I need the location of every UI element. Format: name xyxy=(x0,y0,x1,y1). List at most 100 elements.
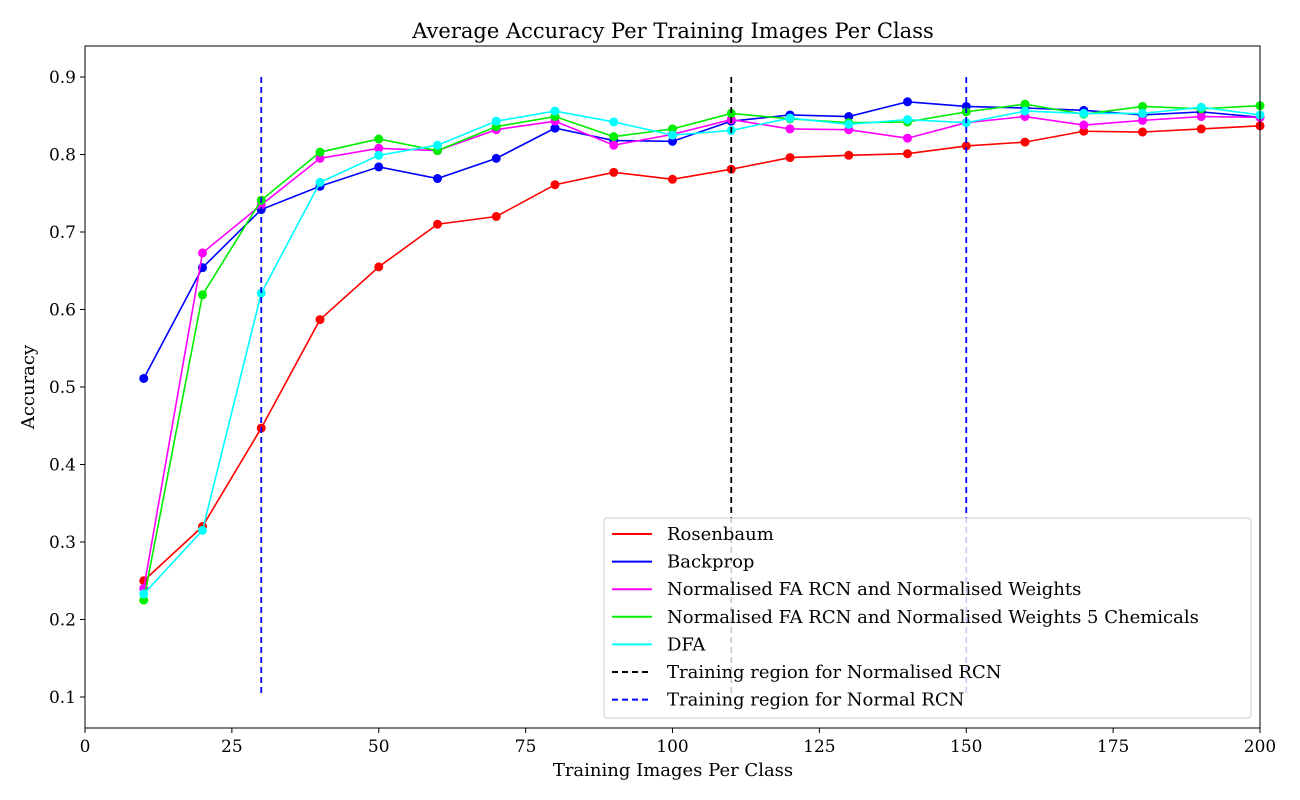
x-tick-label: 0 xyxy=(80,737,91,757)
data-point xyxy=(550,180,560,190)
legend-label: Training region for Normal RCN xyxy=(667,690,964,711)
data-point xyxy=(1079,126,1089,136)
data-point xyxy=(1079,108,1089,118)
x-tick-label: 50 xyxy=(368,737,390,757)
data-point xyxy=(374,262,384,272)
x-tick-label: 75 xyxy=(515,737,537,757)
legend-entry: DFA xyxy=(612,634,706,655)
data-point xyxy=(726,108,736,118)
legend-entry: Normalised FA RCN and Normalised Weights xyxy=(612,579,1081,600)
data-point xyxy=(1020,106,1030,116)
y-axis-label: Accuracy xyxy=(18,344,39,430)
data-point xyxy=(550,123,560,133)
x-tick-label: 25 xyxy=(221,737,243,757)
data-point xyxy=(785,153,795,163)
data-point xyxy=(374,143,384,153)
data-point xyxy=(668,136,677,146)
data-point xyxy=(198,248,207,258)
series-line xyxy=(143,125,1261,582)
data-point xyxy=(1196,124,1206,134)
data-point xyxy=(433,174,442,184)
data-point xyxy=(609,117,619,127)
data-point xyxy=(1138,115,1147,125)
data-point xyxy=(609,167,619,177)
legend: Rosenbaum Backprop Normalised FA RCN and N… xyxy=(603,517,1252,719)
data-point xyxy=(1138,108,1147,118)
x-tick-label: 150 xyxy=(950,737,982,757)
data-point xyxy=(1020,137,1030,147)
data-point xyxy=(315,177,325,187)
data-point xyxy=(491,212,501,221)
data-point xyxy=(198,290,207,300)
data-point xyxy=(1138,127,1147,137)
data-point xyxy=(139,595,149,605)
chart-title: Average Accuracy Per Training Images Per… xyxy=(411,19,934,43)
x-tick-label: 100 xyxy=(656,737,688,757)
legend-entry: Training region for Normal RCN xyxy=(612,690,964,711)
data-point xyxy=(374,150,384,160)
data-point xyxy=(903,97,912,107)
data-point xyxy=(903,115,912,125)
legend-label: DFA xyxy=(667,634,706,655)
data-point xyxy=(550,106,560,116)
series-1 xyxy=(139,121,1265,586)
y-axis: 0.1 0.2 0.3 0.4 0.5 0.6 0.7 0.8 0.9 xyxy=(49,68,85,708)
data-point xyxy=(433,219,442,229)
data-point xyxy=(198,525,207,535)
data-point xyxy=(433,140,442,150)
data-point xyxy=(315,147,325,157)
data-point xyxy=(844,150,854,160)
data-point xyxy=(609,140,619,150)
y-tick-label: 0.3 xyxy=(49,533,76,553)
data-point xyxy=(785,113,795,123)
data-point xyxy=(844,112,854,122)
data-point xyxy=(844,119,854,129)
series-line xyxy=(143,100,1261,379)
data-point xyxy=(491,116,501,126)
x-tick-label: 175 xyxy=(1097,737,1129,757)
series-line xyxy=(142,115,1261,589)
x-tick-label: 200 xyxy=(1244,737,1276,757)
legend-entry: Backprop xyxy=(612,552,754,573)
legend-label: Normalised FA RCN and Normalised Weights… xyxy=(667,607,1199,628)
legend-label: Backprop xyxy=(667,552,754,573)
y-tick-label: 0.7 xyxy=(49,223,76,243)
data-point xyxy=(1196,102,1206,112)
y-tick-label: 0.4 xyxy=(49,456,76,476)
y-tick-label: 0.2 xyxy=(49,611,76,631)
data-point xyxy=(668,124,677,134)
data-point xyxy=(668,174,677,184)
y-tick-label: 0.5 xyxy=(49,378,76,398)
x-axis-label: Training Images Per Class xyxy=(553,760,793,781)
y-tick-label: 0.9 xyxy=(49,68,76,88)
data-point xyxy=(139,589,149,599)
data-point xyxy=(1079,120,1089,130)
data-point xyxy=(374,162,384,172)
data-point xyxy=(256,288,266,298)
data-point xyxy=(315,153,325,163)
legend-box xyxy=(603,517,1252,719)
series-5 xyxy=(139,102,1265,599)
data-point xyxy=(374,134,384,144)
series-line xyxy=(143,106,1261,595)
data-point xyxy=(139,373,149,383)
x-axis: 0 25 50 75 100 125 150 175 200 xyxy=(80,728,1276,757)
y-tick-label: 0.1 xyxy=(49,688,76,708)
y-tick-label: 0.6 xyxy=(49,301,76,321)
data-point xyxy=(1196,112,1206,122)
legend-entry: Rosenbaum xyxy=(612,524,774,545)
legend-entry: Training region for Normalised RCN xyxy=(612,662,1002,683)
legend-label: Normalised FA RCN and Normalised Weights xyxy=(667,579,1081,600)
data-point xyxy=(668,130,677,140)
plot-area xyxy=(139,77,1265,697)
data-point xyxy=(903,133,912,143)
data-point xyxy=(1020,99,1030,109)
data-point xyxy=(491,153,501,163)
legend-label: Rosenbaum xyxy=(667,524,774,545)
data-point xyxy=(961,141,971,151)
legend-label: Training region for Normalised RCN xyxy=(667,662,1002,683)
data-point xyxy=(1138,101,1147,111)
data-point xyxy=(903,149,912,159)
x-tick-label: 125 xyxy=(803,737,835,757)
